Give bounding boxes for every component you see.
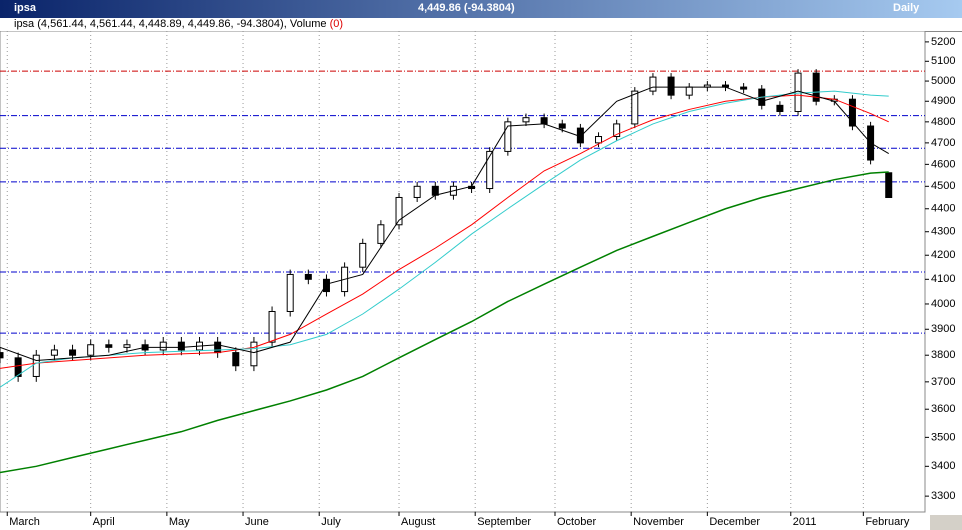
candle-body <box>685 86 693 96</box>
x-tick-label: 2011 <box>793 516 817 528</box>
candle-body <box>159 341 167 351</box>
chart: 3300 3400 3500 3600 3700 3800 3900 4000 4100 4200… <box>0 31 962 530</box>
y-tick-label: 3500 <box>931 431 955 443</box>
moving-average <box>0 90 889 388</box>
candle-body <box>50 349 58 356</box>
legend-text: ipsa (4,561.44, 4,561.44, 4,448.89, 4,44… <box>14 18 284 30</box>
candle-body <box>649 76 657 92</box>
candle-body <box>558 123 566 129</box>
y-tick-label: 4000 <box>931 298 955 310</box>
candle-body <box>595 136 603 144</box>
candle-body <box>214 341 222 354</box>
candle-body <box>32 354 40 377</box>
y-tick-label: 3900 <box>931 323 955 335</box>
volume-label: Volume <box>289 18 327 30</box>
candle-body <box>631 90 639 125</box>
x-tick-label: May <box>169 516 190 528</box>
title-bar: ipsa 4,449.86 (-94.3804) Daily <box>0 0 962 18</box>
legend: ipsa (4,561.44, 4,561.44, 4,448.89, 4,44… <box>14 18 344 30</box>
x-tick-label: August <box>401 516 435 528</box>
candle-body <box>123 344 131 348</box>
x-tick-label: February <box>865 516 910 528</box>
candle-body <box>322 278 330 293</box>
candle-body <box>740 86 748 90</box>
moving-average <box>0 86 889 361</box>
y-tick-label: 4900 <box>931 95 955 107</box>
y-tick-label: 4800 <box>931 116 955 128</box>
candle-body <box>776 104 784 112</box>
y-tick-label: 3700 <box>931 376 955 388</box>
candle-body <box>431 185 439 196</box>
candle-body <box>87 344 95 356</box>
candle-body <box>177 341 185 351</box>
y-tick-label: 3300 <box>931 490 955 502</box>
candle-body <box>613 123 621 138</box>
y-tick-label: 3600 <box>931 403 955 415</box>
legend-bar: ipsa (4,561.44, 4,561.44, 4,448.89, 4,44… <box>0 18 962 32</box>
x-tick-label: July <box>321 516 341 528</box>
window-title: ipsa <box>14 2 37 14</box>
y-tick-label: 3400 <box>931 460 955 472</box>
y-tick-label: 5200 <box>931 36 955 48</box>
y-tick-label: 3800 <box>931 349 955 361</box>
moving-average <box>0 171 889 474</box>
y-tick-label: 4100 <box>931 273 955 285</box>
candle-body <box>395 196 403 226</box>
y-tick-label: 4500 <box>931 180 955 192</box>
candle-body <box>794 72 802 112</box>
candle-body <box>268 310 276 343</box>
candle-body <box>540 117 548 125</box>
y-tick-label: 5000 <box>931 75 955 87</box>
period[interactable]: Daily <box>893 2 920 14</box>
y-tick-label: 4600 <box>931 158 955 170</box>
candle-body <box>885 172 893 199</box>
candle-body <box>14 357 22 377</box>
candle-body <box>105 344 113 348</box>
x-tick-label: November <box>633 516 684 528</box>
x-tick-label: December <box>709 516 760 528</box>
candle-body <box>0 352 4 359</box>
x-tick-label: September <box>477 516 531 528</box>
candle-body <box>848 98 856 127</box>
x-tick-label: March <box>9 516 40 528</box>
candle-body <box>69 349 77 356</box>
candle-body <box>250 341 258 367</box>
candle-body <box>377 224 385 244</box>
y-tick-label: 4400 <box>931 203 955 215</box>
x-tick-label: October <box>557 516 596 528</box>
candle-body <box>812 72 820 102</box>
candle-body <box>504 121 512 152</box>
candle-body <box>359 242 367 268</box>
volume-value: (0) <box>329 18 344 30</box>
candle-body <box>304 273 312 280</box>
plot-area <box>0 31 926 513</box>
candle-body <box>286 273 294 312</box>
x-tick-label: April <box>93 516 115 528</box>
y-tick-label: 4200 <box>931 249 955 261</box>
y-tick-label: 4300 <box>931 226 955 238</box>
candle-body <box>413 185 421 198</box>
candle-body <box>486 150 494 190</box>
x-tick-label: June <box>245 516 269 528</box>
scroll-corner <box>930 515 962 530</box>
quote: 4,449.86 (-94.3804) <box>418 2 515 14</box>
candle-body <box>522 117 530 123</box>
y-tick-label: 4700 <box>931 137 955 149</box>
candle-body <box>667 76 675 96</box>
y-tick-label: 5100 <box>931 55 955 67</box>
candle-body <box>232 352 240 367</box>
